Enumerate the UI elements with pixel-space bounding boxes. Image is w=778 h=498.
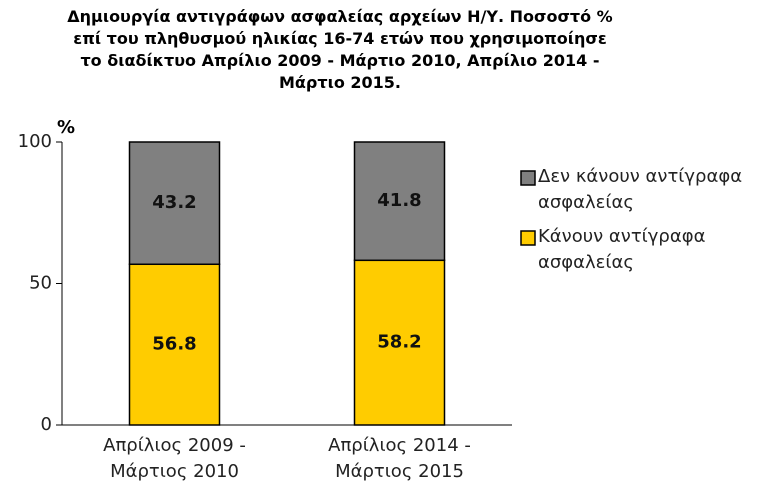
value-label: 56.8 xyxy=(152,334,196,355)
value-label: 41.8 xyxy=(377,190,421,211)
y-tick-label: 50 xyxy=(29,273,52,294)
y-tick-label: 100 xyxy=(18,131,52,152)
y-tick-label: 0 xyxy=(41,414,52,435)
x-tick-label-box: Απρίλιος 2009 - Μάρτιος 2010 xyxy=(103,435,246,482)
value-label: 58.2 xyxy=(377,332,421,353)
x-tick-label: Απρίλιος 2009 - Μάρτιος 2010 xyxy=(103,435,246,482)
y-axis-label: % xyxy=(57,117,75,138)
legend-swatch xyxy=(520,170,536,186)
bar-segment xyxy=(353,259,446,426)
x-tick-label-box: Απρίλιος 2014 - Μάρτιος 2015 xyxy=(328,435,471,482)
legend-label-box: Δεν κάνουν αντίγραφα ασφαλείας xyxy=(538,166,743,213)
legend-swatch xyxy=(520,230,536,246)
bar-segment xyxy=(353,141,446,262)
bar-segment xyxy=(128,263,221,426)
value-label: 43.2 xyxy=(152,192,196,213)
legend-label: Κάνουν αντίγραφα ασφαλείας xyxy=(538,226,706,273)
bar-segment xyxy=(128,141,221,266)
legend-label-box: Κάνουν αντίγραφα ασφαλείας xyxy=(538,226,706,273)
legend-label: Δεν κάνουν αντίγραφα ασφαλείας xyxy=(538,166,743,213)
x-tick-label: Απρίλιος 2014 - Μάρτιος 2015 xyxy=(328,435,471,482)
chart-title: Δημιουργία αντιγράφων ασφαλείας αρχείων … xyxy=(67,7,613,92)
